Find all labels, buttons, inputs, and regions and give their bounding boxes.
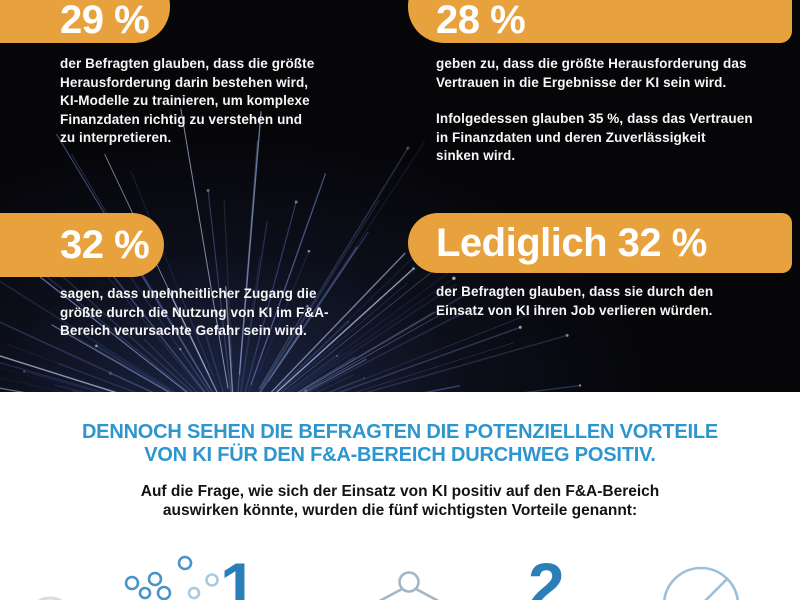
text-line: KI-Modelle zu trainieren, um komplexe: [60, 93, 310, 108]
stat-badge-28-percent: 28 %: [408, 0, 792, 43]
benefits-subtext: Auf die Frage, wie sich der Einsatz von …: [0, 483, 800, 520]
benefits-section: DENNOCH SEHEN DIE BEFRAGTEN DIE POTENZIE…: [0, 392, 800, 600]
benefits-heading: DENNOCH SEHEN DIE BEFRAGTEN DIE POTENZIE…: [0, 421, 800, 467]
bubbles-icon: [124, 555, 219, 600]
text-line: sinken wird.: [436, 148, 516, 163]
subtext-line: auswirken könnte, wurden die fünf wichti…: [162, 501, 638, 519]
text-line: Infolgedessen glauben 35 %, dass das Ver…: [436, 111, 753, 126]
benefit-number-1: 1: [220, 549, 257, 600]
text-line: größte durch die Nutzung von KI im F&A-: [60, 304, 329, 320]
challenges-section: 29 % der Befragten glauben, dass die grö…: [0, 0, 800, 392]
text-line: Herausforderung darin bestehen wird,: [60, 74, 309, 90]
stat-badge-lediglich-32-percent: Lediglich 32 %: [408, 213, 792, 273]
stat-badge-29-percent: 29 %: [0, 0, 170, 43]
stat-value: 28 %: [436, 0, 526, 42]
text-line: der Befragten glauben, dass sie durch de…: [436, 284, 714, 299]
stat-value: Lediglich 32 %: [436, 221, 707, 265]
paragraph: Infolgedessen glauben 35 %, dass das Ver…: [436, 110, 753, 166]
text-line: Finanzdaten richtig zu verstehen und: [60, 111, 303, 127]
stat-text-28-percent: geben zu, dass die größte Herausforderun…: [436, 55, 753, 166]
benefit-number-2: 2: [528, 549, 565, 600]
heading-line: VON KI FÜR DEN F&A-BEREICH DURCHWEG POSI…: [144, 444, 656, 466]
subtext-line: Auf die Frage, wie sich der Einsatz von …: [140, 483, 660, 500]
text-line: in Finanzdaten und deren Zuverlässigkeit: [436, 129, 706, 145]
fiber-optic-background-graphic: [0, 108, 582, 392]
heading-line: DENNOCH SEHEN DIE BEFRAGTEN DIE POTENZIE…: [81, 421, 719, 443]
text-line: Einsatz von KI ihren Job verlieren würde…: [436, 302, 713, 318]
stat-value: 32 %: [60, 223, 150, 267]
pie-chart-icon: [663, 566, 739, 600]
stat-badge-32-percent: 32 %: [0, 213, 164, 277]
text-line: sagen, dass uneinheitlicher Zugang die: [60, 286, 317, 301]
network-node-icon: [378, 571, 440, 600]
stat-value: 29 %: [60, 0, 150, 42]
stat-text-32-percent: sagen, dass uneinheitlicher Zugang die g…: [60, 285, 329, 341]
cutoff-arc-icon: [37, 596, 63, 600]
text-line: geben zu, dass die größte Herausforderun…: [436, 56, 747, 71]
text-line: Bereich verursachte Gefahr sein wird.: [60, 323, 307, 338]
stat-text-lediglich-32-percent: der Befragten glauben, dass sie durch de…: [436, 283, 713, 320]
text-line: der Befragten glauben, dass die größte: [60, 56, 315, 71]
text-line: Vertrauen in die Ergebnisse der KI sein …: [436, 74, 727, 90]
stat-text-29-percent: der Befragten glauben, dass die größte H…: [60, 55, 314, 148]
text-line: zu interpretieren.: [60, 130, 172, 145]
paragraph: geben zu, dass die größte Herausforderun…: [436, 55, 753, 92]
